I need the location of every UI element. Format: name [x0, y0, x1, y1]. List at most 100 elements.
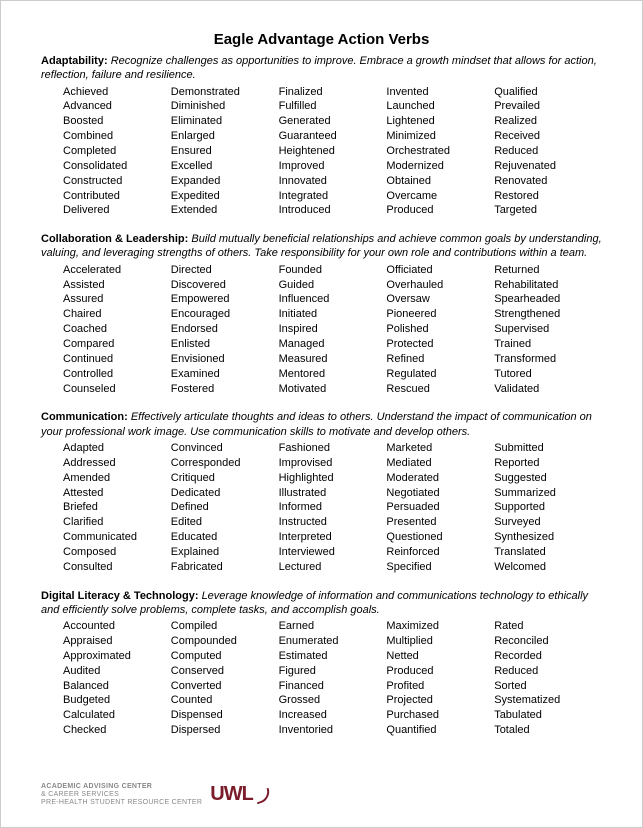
verb-word: Finalized — [279, 85, 387, 100]
verb-column: AcceleratedAssistedAssuredChairedCoached… — [63, 263, 171, 397]
verb-word: Targeted — [494, 203, 602, 218]
verb-word: Informed — [279, 500, 387, 515]
verb-word: Strengthened — [494, 307, 602, 322]
verb-word: Demonstrated — [171, 85, 279, 100]
verb-word: Specified — [386, 560, 494, 575]
verb-word: Refined — [386, 352, 494, 367]
verb-column: AdaptedAddressedAmendedAttestedBriefedCl… — [63, 441, 171, 575]
verb-word: Encouraged — [171, 307, 279, 322]
verb-word: Compiled — [171, 619, 279, 634]
verb-word: Heightened — [279, 144, 387, 159]
verb-word: Influenced — [279, 292, 387, 307]
verb-word: Initiated — [279, 307, 387, 322]
verb-column: MarketedMediatedModeratedNegotiatedPersu… — [386, 441, 494, 575]
section-header: Communication: Effectively articulate th… — [41, 410, 602, 439]
verb-word: Quantified — [386, 723, 494, 738]
verb-word: Realized — [494, 114, 602, 129]
verb-word: Questioned — [386, 530, 494, 545]
document-page: Eagle Advantage Action Verbs Adaptabilit… — [0, 0, 643, 828]
uwl-logo: UWL — [210, 783, 269, 806]
verb-word: Converted — [171, 679, 279, 694]
verb-word: Minimized — [386, 129, 494, 144]
verb-column: MaximizedMultipliedNettedProducedProfite… — [386, 619, 494, 738]
verb-word: Innovated — [279, 174, 387, 189]
verb-word: Summarized — [494, 486, 602, 501]
verb-word: Obtained — [386, 174, 494, 189]
verb-word: Fostered — [171, 382, 279, 397]
verb-word: Explained — [171, 545, 279, 560]
verb-word: Figured — [279, 664, 387, 679]
verb-word: Interpreted — [279, 530, 387, 545]
verb-word: Addressed — [63, 456, 171, 471]
sections-container: Adaptability: Recognize challenges as op… — [41, 54, 602, 738]
verb-word: Tabulated — [494, 708, 602, 723]
verb-word: Returned — [494, 263, 602, 278]
verb-word: Validated — [494, 382, 602, 397]
verb-word: Increased — [279, 708, 387, 723]
verb-word: Overcame — [386, 189, 494, 204]
verb-word: Compared — [63, 337, 171, 352]
verb-word: Welcomed — [494, 560, 602, 575]
verb-word: Continued — [63, 352, 171, 367]
verb-column: DirectedDiscoveredEmpoweredEncouragedEnd… — [171, 263, 279, 397]
section: Collaboration & Leadership: Build mutual… — [41, 232, 602, 396]
verb-word: Delivered — [63, 203, 171, 218]
verb-word: Directed — [171, 263, 279, 278]
section: Adaptability: Recognize challenges as op… — [41, 54, 602, 218]
verb-word: Negotiated — [386, 486, 494, 501]
verb-word: Ensured — [171, 144, 279, 159]
verb-columns: AccountedAppraisedApproximatedAuditedBal… — [41, 619, 602, 738]
section: Digital Literacy & Technology: Leverage … — [41, 589, 602, 738]
verb-word: Highlighted — [279, 471, 387, 486]
verb-word: Surveyed — [494, 515, 602, 530]
verb-word: Rejuvenated — [494, 159, 602, 174]
verb-word: Improvised — [279, 456, 387, 471]
verb-word: Expanded — [171, 174, 279, 189]
verb-word: Received — [494, 129, 602, 144]
verb-word: Enlisted — [171, 337, 279, 352]
verb-word: Eliminated — [171, 114, 279, 129]
verb-column: CompiledCompoundedComputedConservedConve… — [171, 619, 279, 738]
verb-word: Computed — [171, 649, 279, 664]
verb-word: Adapted — [63, 441, 171, 456]
verb-word: Consulted — [63, 560, 171, 575]
verb-word: Prevailed — [494, 99, 602, 114]
verb-word: Constructed — [63, 174, 171, 189]
footer-text: ACADEMIC ADVISING CENTER & CAREER SERVIC… — [41, 783, 202, 807]
verb-word: Translated — [494, 545, 602, 560]
footer-logo-block: ACADEMIC ADVISING CENTER & CAREER SERVIC… — [41, 783, 269, 807]
verb-word: Synthesized — [494, 530, 602, 545]
verb-word: Rescued — [386, 382, 494, 397]
verb-word: Generated — [279, 114, 387, 129]
verb-word: Regulated — [386, 367, 494, 382]
verb-word: Fabricated — [171, 560, 279, 575]
verb-word: Produced — [386, 664, 494, 679]
verb-word: Restored — [494, 189, 602, 204]
verb-word: Appraised — [63, 634, 171, 649]
verb-word: Launched — [386, 99, 494, 114]
verb-word: Recorded — [494, 649, 602, 664]
verb-word: Polished — [386, 322, 494, 337]
verb-word: Fashioned — [279, 441, 387, 456]
verb-word: Completed — [63, 144, 171, 159]
section-category: Communication: — [41, 411, 128, 423]
verb-word: Persuaded — [386, 500, 494, 515]
verb-word: Controlled — [63, 367, 171, 382]
verb-word: Mentored — [279, 367, 387, 382]
verb-word: Fulfilled — [279, 99, 387, 114]
verb-column: InventedLaunchedLightenedMinimizedOrches… — [386, 85, 494, 219]
verb-word: Reduced — [494, 664, 602, 679]
verb-word: Estimated — [279, 649, 387, 664]
verb-word: Integrated — [279, 189, 387, 204]
verb-word: Oversaw — [386, 292, 494, 307]
verb-columns: AcceleratedAssistedAssuredChairedCoached… — [41, 263, 602, 397]
verb-word: Expedited — [171, 189, 279, 204]
footer-line1: ACADEMIC ADVISING CENTER — [41, 783, 202, 791]
verb-word: Budgeted — [63, 693, 171, 708]
verb-word: Diminished — [171, 99, 279, 114]
verb-word: Attested — [63, 486, 171, 501]
verb-word: Grossed — [279, 693, 387, 708]
verb-word: Chaired — [63, 307, 171, 322]
verb-column: DemonstratedDiminishedEliminatedEnlarged… — [171, 85, 279, 219]
verb-word: Suggested — [494, 471, 602, 486]
